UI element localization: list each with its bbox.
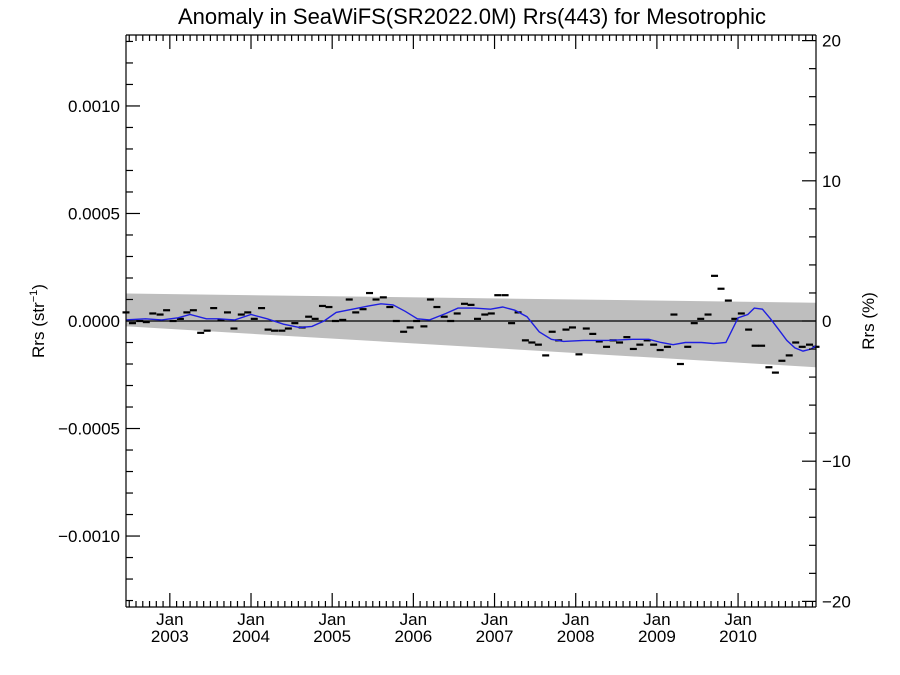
right-tick-label: −10	[822, 452, 851, 471]
right-tick-label: 0	[822, 312, 831, 331]
axes: 0.00100.00050.0000−0.0005−0.001020100−10…	[58, 32, 851, 646]
x-tick-year-label: 2007	[476, 627, 514, 646]
x-tick-year-label: 2003	[151, 627, 189, 646]
right-tick-label: 20	[822, 32, 841, 51]
y-axis-label-right: Rrs (%)	[859, 292, 878, 350]
x-tick-month-label: Jan	[156, 610, 183, 629]
left-tick-label: 0.0010	[68, 97, 120, 116]
x-tick-month-label: Jan	[318, 610, 345, 629]
x-tick-year-label: 2010	[719, 627, 757, 646]
y-axis-label-left: Rrs (str−1)	[28, 284, 48, 358]
uncertainty-band	[126, 293, 816, 368]
x-tick-year-label: 2009	[638, 627, 676, 646]
x-tick-month-label: Jan	[400, 610, 427, 629]
x-tick-month-label: Jan	[562, 610, 589, 629]
left-tick-label: 0.0000	[68, 312, 120, 331]
left-tick-label: −0.0005	[58, 420, 120, 439]
x-tick-year-label: 2008	[557, 627, 595, 646]
x-tick-year-label: 2006	[394, 627, 432, 646]
x-tick-year-label: 2004	[232, 627, 270, 646]
x-tick-month-label: Jan	[237, 610, 264, 629]
y-axis-label-left-superscript: −1	[28, 290, 40, 303]
x-tick-month-label: Jan	[643, 610, 670, 629]
x-tick-year-label: 2005	[313, 627, 351, 646]
right-tick-label: 10	[822, 172, 841, 191]
right-tick-label: −20	[822, 592, 851, 611]
left-tick-label: −0.0010	[58, 527, 120, 546]
plot-area	[122, 274, 820, 374]
left-tick-label: 0.0005	[68, 204, 120, 223]
chart-title: Anomaly in SeaWiFS(SR2022.0M) Rrs(443) f…	[178, 4, 766, 29]
smoothed-series-line	[125, 303, 817, 352]
x-tick-month-label: Jan	[481, 610, 508, 629]
x-tick-month-label: Jan	[724, 610, 751, 629]
